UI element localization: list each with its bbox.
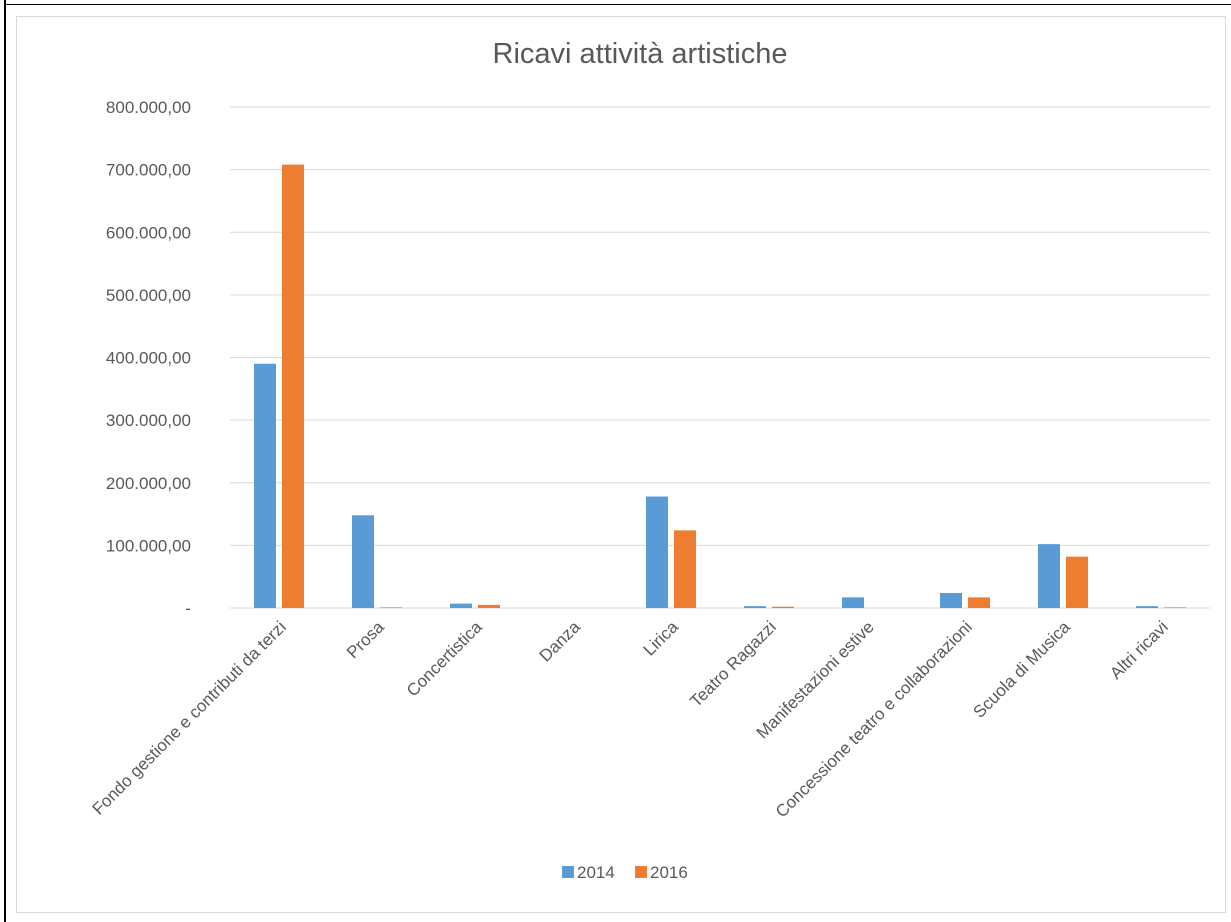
bar-2014 <box>450 603 472 608</box>
bar-2014 <box>1136 606 1158 608</box>
legend-label: 2014 <box>577 863 615 882</box>
y-tick-label: 700.000,00 <box>106 161 191 180</box>
page-border-top <box>4 4 1231 5</box>
y-tick-label: 800.000,00 <box>106 98 191 117</box>
bar-2016 <box>380 607 402 608</box>
legend-swatch-2016 <box>635 866 647 878</box>
x-axis-tick-labels: Fondo gestione e contributi da terzi Pros… <box>89 617 1172 821</box>
y-tick-label: 300.000,00 <box>106 411 191 430</box>
y-tick-label: 100.000,00 <box>106 536 191 555</box>
y-tick-label: - <box>185 599 191 618</box>
legend-swatch-2014 <box>562 866 574 878</box>
y-tick-label: 400.000,00 <box>106 349 191 368</box>
chart-frame <box>16 16 1226 913</box>
bars <box>254 164 1186 609</box>
bar-2016 <box>478 604 500 608</box>
y-tick-label: 600.000,00 <box>106 223 191 242</box>
chart-title: Ricavi attività artistiche <box>493 38 788 70</box>
bar-2014 <box>940 592 962 608</box>
page-border-left <box>4 0 6 922</box>
gridlines <box>230 106 1210 609</box>
y-axis-tick-labels: - 100.000,00 200.000,00 300.000,00 400.000,0… <box>106 98 191 618</box>
bar-2014 <box>254 363 276 608</box>
y-tick-label: 200.000,00 <box>106 474 191 493</box>
bar-2016 <box>282 164 304 609</box>
x-tick-label: Fondo gestione e contributi da terzi <box>89 617 290 818</box>
legend: 2014 2016 <box>562 863 688 882</box>
y-tick-label: 500.000,00 <box>106 286 191 305</box>
bar-2014 <box>744 606 766 608</box>
legend-label: 2016 <box>650 863 688 882</box>
bar-2016 <box>772 606 794 608</box>
x-tick-label: Prosa <box>343 617 388 662</box>
x-tick-label: Lirica <box>640 617 683 660</box>
x-tick-label: Danza <box>536 617 585 666</box>
bar-2016 <box>1164 607 1186 608</box>
bar-2014 <box>1038 544 1060 608</box>
bar-2014 <box>646 496 668 608</box>
x-tick-label: Scuola di Musica <box>970 617 1075 722</box>
bar-2014 <box>842 597 864 608</box>
bar-2016 <box>674 530 696 608</box>
x-tick-label: Teatro Ragazzi <box>686 617 780 711</box>
x-tick-label: Concessione teatro e collaborazioni <box>772 617 976 821</box>
x-tick-label: Altri ricavi <box>1106 617 1172 683</box>
bar-2014 <box>352 515 374 608</box>
x-tick-label: Concertistica <box>403 617 486 700</box>
bar-2016 <box>968 597 990 608</box>
bar-2016 <box>1066 556 1088 608</box>
